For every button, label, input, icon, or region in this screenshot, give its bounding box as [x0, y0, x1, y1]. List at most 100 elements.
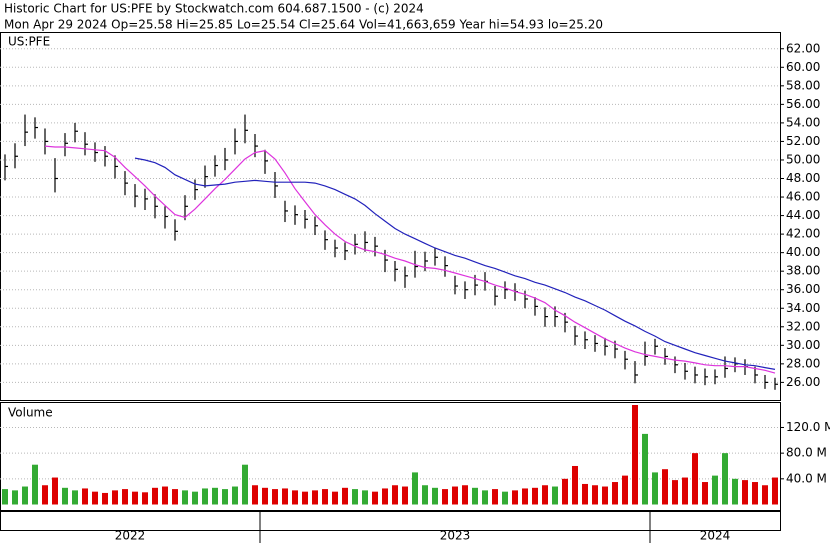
y-tick-label: 50.00 — [786, 152, 820, 166]
volume-bar — [362, 490, 368, 505]
volume-bar — [422, 485, 428, 505]
volume-bar — [612, 482, 618, 505]
volume-label: Volume — [8, 406, 53, 420]
volume-bar — [602, 486, 608, 505]
volume-bar — [772, 477, 778, 505]
volume-bar — [622, 475, 628, 505]
volume-bar — [702, 482, 708, 505]
y-tick-label: 60.00 — [786, 60, 820, 74]
volume-bar — [402, 486, 408, 505]
volume-bar — [442, 489, 448, 505]
volume-bar — [322, 489, 328, 505]
y2-tick-label: 120.0 M — [786, 420, 830, 434]
year-label: 2022 — [115, 529, 146, 543]
volume-bar — [512, 490, 518, 505]
volume-bar — [552, 486, 558, 505]
volume-bar — [582, 483, 588, 505]
volume-bar — [532, 487, 538, 505]
y-tick-label: 54.00 — [786, 115, 820, 129]
y2-tick-label: 80.0 M — [786, 446, 827, 460]
y-tick-label: 32.00 — [786, 319, 820, 333]
moving-average — [134, 157, 776, 370]
volume-bar — [152, 487, 158, 505]
volume-bar — [232, 486, 238, 505]
volume-bar — [52, 477, 58, 505]
y-tick-label: 36.00 — [786, 282, 820, 296]
volume-bar — [502, 491, 508, 505]
volume-bar — [222, 489, 228, 505]
volume-bar — [382, 488, 388, 505]
volume-bar — [332, 491, 338, 505]
volume-bar — [202, 488, 208, 505]
volume-bar — [412, 472, 418, 505]
y-tick-label: 56.00 — [786, 97, 820, 111]
y-tick-label: 48.00 — [786, 171, 820, 185]
volume-bar — [452, 486, 458, 505]
y-tick-label: 44.00 — [786, 208, 820, 222]
volume-bar — [42, 485, 48, 505]
volume-bar — [572, 465, 578, 505]
volume-bar — [692, 453, 698, 505]
volume-bar — [102, 492, 108, 505]
volume-bar — [432, 487, 438, 505]
volume-bar — [522, 488, 528, 505]
volume-bar — [122, 489, 128, 505]
volume-bar — [352, 489, 358, 505]
y-tick-label: 28.00 — [786, 356, 820, 370]
volume-bar — [542, 485, 548, 505]
volume-bar — [732, 478, 738, 505]
y-tick-label: 38.00 — [786, 264, 820, 278]
moving-average — [44, 145, 776, 374]
volume-bar — [662, 469, 668, 505]
volume-panel — [0, 402, 781, 511]
volume-bar — [212, 487, 218, 505]
chart-subtitle: Mon Apr 29 2024 Op=25.58 Hi=25.85 Lo=25.… — [4, 18, 603, 32]
volume-bar — [392, 485, 398, 505]
volume-bar — [12, 490, 18, 505]
volume-bar — [632, 405, 638, 505]
price-panel — [0, 32, 781, 401]
date-axis — [0, 511, 781, 531]
volume-bar — [172, 489, 178, 505]
volume-bar — [82, 488, 88, 505]
volume-bar — [312, 490, 318, 505]
volume-bar — [252, 485, 258, 505]
volume-bar — [712, 475, 718, 505]
volume-bar — [262, 487, 268, 505]
volume-bar — [192, 491, 198, 505]
volume-bar — [302, 491, 308, 505]
volume-bar — [762, 485, 768, 505]
volume-bar — [342, 487, 348, 505]
volume-bar — [642, 433, 648, 505]
volume-bar — [32, 464, 38, 505]
volume-bar — [62, 487, 68, 505]
volume-bar — [292, 490, 298, 505]
y-tick-label: 46.00 — [786, 190, 820, 204]
year-label: 2023 — [440, 529, 471, 543]
symbol-label: US:PFE — [8, 35, 50, 49]
volume-bar — [132, 491, 138, 505]
year-label: 2024 — [700, 529, 731, 543]
volume-bar — [182, 490, 188, 505]
volume-bar — [2, 489, 8, 505]
volume-bar — [492, 489, 498, 505]
volume-bar — [112, 490, 118, 505]
y-tick-label: 30.00 — [786, 338, 820, 352]
volume-bar — [462, 485, 468, 505]
volume-bar — [242, 464, 248, 505]
y-tick-label: 62.00 — [786, 41, 820, 55]
volume-bar — [372, 491, 378, 505]
volume-bar — [722, 453, 728, 505]
y-tick-label: 40.00 — [786, 245, 820, 259]
volume-bar — [672, 480, 678, 505]
y-tick-label: 52.00 — [786, 134, 820, 148]
volume-bar — [562, 478, 568, 505]
volume-bar — [682, 477, 688, 505]
volume-bar — [742, 480, 748, 505]
chart-title: Historic Chart for US:PFE by Stockwatch.… — [4, 2, 424, 16]
volume-bar — [592, 485, 598, 505]
volume-bar — [162, 486, 168, 505]
y-tick-label: 42.00 — [786, 227, 820, 241]
volume-bar — [482, 490, 488, 505]
